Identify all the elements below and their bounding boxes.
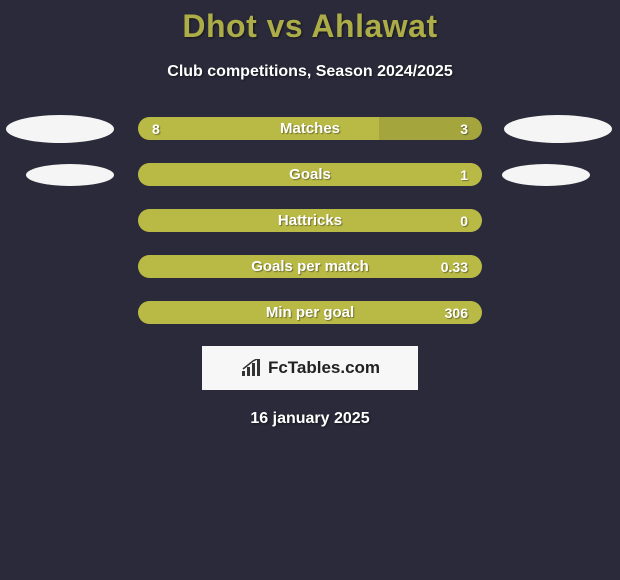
player-badge-left <box>26 164 114 186</box>
stat-label: Goals per match <box>251 258 369 275</box>
stat-bar: 8 Matches 3 <box>138 117 482 140</box>
stat-label: Hattricks <box>278 212 342 229</box>
stat-value-right: 306 <box>445 305 468 321</box>
bar-chart-icon <box>240 359 264 377</box>
stat-bar: Min per goal 306 <box>138 301 482 324</box>
date-label: 16 january 2025 <box>250 410 369 428</box>
stat-row-goals-per-match: Goals per match 0.33 <box>0 255 620 278</box>
player-badge-right <box>502 164 590 186</box>
comparison-card: Dhot vs Ahlawat Club competitions, Seaso… <box>0 0 620 428</box>
stat-label: Matches <box>280 120 340 137</box>
stat-row-goals: Goals 1 <box>0 163 620 186</box>
stat-value-right: 0 <box>460 213 468 229</box>
bar-fill <box>138 117 379 140</box>
subtitle: Club competitions, Season 2024/2025 <box>167 63 452 81</box>
player-badge-left <box>6 115 114 143</box>
stat-row-hattricks: Hattricks 0 <box>0 209 620 232</box>
stat-value-right: 0.33 <box>441 259 468 275</box>
stat-bar: Goals 1 <box>138 163 482 186</box>
brand-text: FcTables.com <box>268 358 380 378</box>
stat-bar: Goals per match 0.33 <box>138 255 482 278</box>
player-badge-right <box>504 115 612 143</box>
stat-row-matches: 8 Matches 3 <box>0 117 620 140</box>
stat-bar: Hattricks 0 <box>138 209 482 232</box>
stat-label: Goals <box>289 166 331 183</box>
stat-label: Min per goal <box>266 304 354 321</box>
stat-row-min-per-goal: Min per goal 306 <box>0 301 620 324</box>
page-title: Dhot vs Ahlawat <box>182 8 437 45</box>
stat-value-right: 1 <box>460 167 468 183</box>
stat-value-left: 8 <box>152 121 160 137</box>
stat-value-right: 3 <box>460 121 468 137</box>
stats-area: 8 Matches 3 Goals 1 Hattricks 0 <box>0 117 620 324</box>
brand-logo[interactable]: FcTables.com <box>202 346 418 390</box>
